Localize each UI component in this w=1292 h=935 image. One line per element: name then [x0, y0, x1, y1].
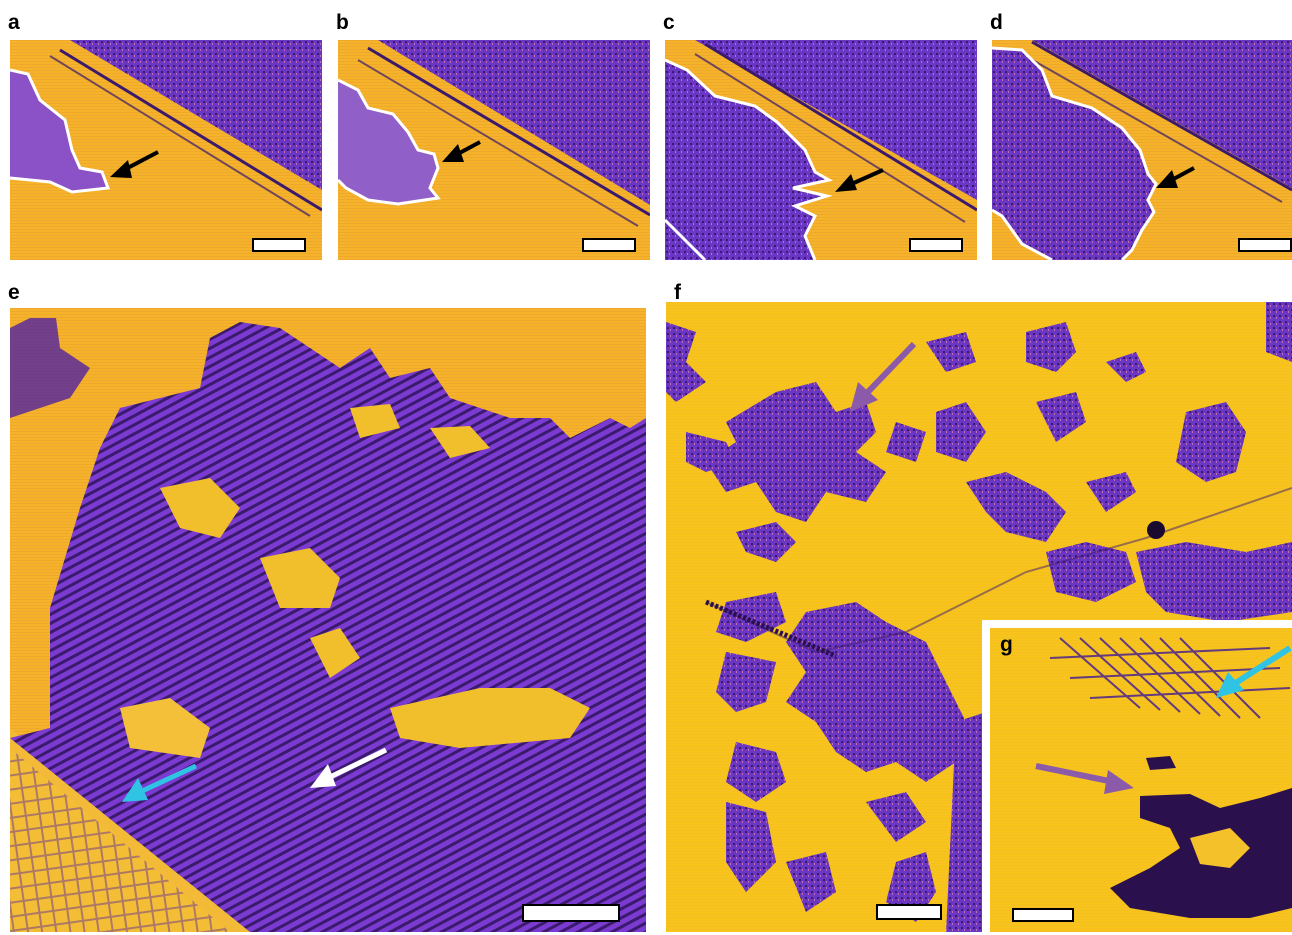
island-boundary [10, 68, 111, 194]
arrow-icon [122, 763, 198, 802]
panel-label-g: g [1000, 633, 1013, 656]
island-boundary [665, 58, 834, 260]
micrograph-panel-b [338, 40, 650, 260]
island-boundary [992, 46, 1158, 260]
arrow-icon [110, 150, 159, 178]
panel-label-a: a [8, 11, 20, 34]
scale-bar-icon [582, 238, 636, 252]
arrow-icon [1035, 763, 1134, 794]
scale-bar-icon [876, 904, 942, 920]
panel-label-c: c [663, 11, 675, 34]
island-boundary [338, 78, 441, 206]
micrograph-panel-e [10, 308, 646, 932]
micrograph-panel-d [992, 40, 1292, 260]
micrograph-panel-a [10, 40, 322, 260]
arrow-icon [1156, 166, 1195, 188]
scale-bar-icon [909, 238, 963, 252]
micrograph-panel-c [665, 40, 977, 260]
arrow-icon [850, 341, 917, 412]
arrow-icon [1216, 645, 1292, 698]
panel-label-b: b [336, 11, 349, 34]
panel-label-d: d [990, 11, 1003, 34]
panel-label-e: e [8, 281, 20, 304]
micrograph-panel-g: g [990, 628, 1292, 932]
scale-bar-icon [1012, 908, 1074, 922]
arrow-icon [835, 168, 884, 192]
arrow-icon [310, 747, 388, 788]
scale-bar-icon [1238, 238, 1292, 252]
panel-label-f: f [674, 281, 681, 304]
scale-bar-icon [522, 904, 620, 922]
scale-bar-icon [252, 238, 306, 252]
arrow-icon [442, 140, 481, 162]
